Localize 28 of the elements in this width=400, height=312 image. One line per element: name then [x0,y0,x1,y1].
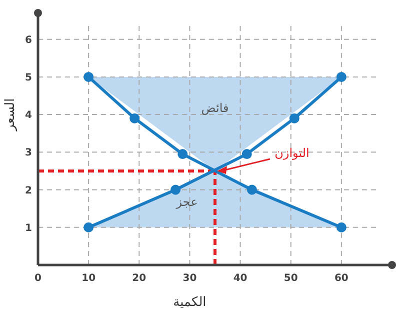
annotation: التوازن [274,146,310,160]
annotation: عجز [175,195,198,209]
y-tick-label: 1 [25,222,32,234]
x-tick-label: 30 [182,273,197,284]
x-tick-label: 0 [34,273,42,284]
point [289,113,300,124]
y-tick-label: 4 [25,110,32,122]
x-tick-label: 50 [284,273,298,284]
y-tick-label: 2 [25,185,32,196]
point [84,72,94,82]
point [170,184,181,195]
y-tick-label: 5 [25,72,32,84]
point [336,222,346,232]
point [246,184,257,195]
point [242,149,252,160]
y-tick-label: 6 [25,34,32,46]
point [130,113,140,124]
y-tick-label: 3 [25,148,32,159]
x-tick-label: 10 [82,273,96,284]
x-axis-title: الكمية [173,295,206,310]
y-axis-title: السعر [3,98,18,132]
annotation: فائض [201,100,229,115]
point [336,72,346,82]
x-tick-label: 40 [233,273,248,284]
x-tick-label: 20 [132,273,146,284]
point [178,149,188,160]
point [84,222,94,232]
x-tick-label: 60 [334,273,348,284]
